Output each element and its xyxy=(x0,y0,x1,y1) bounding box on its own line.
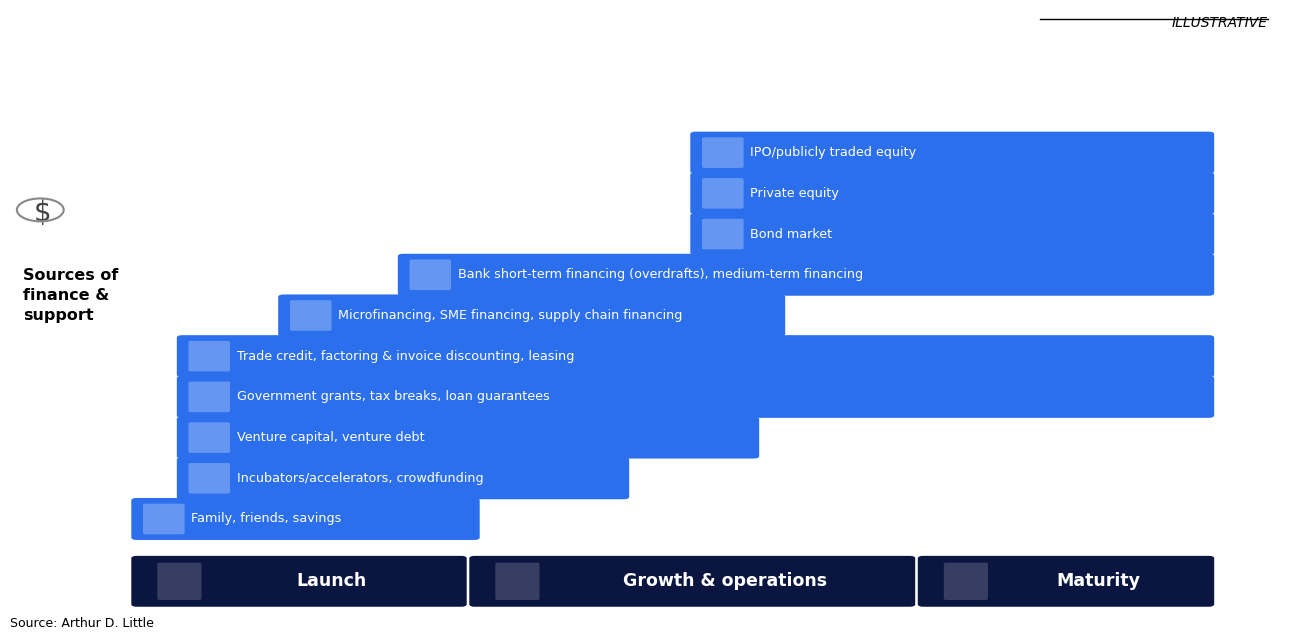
FancyBboxPatch shape xyxy=(918,556,1214,607)
Text: Launch: Launch xyxy=(296,572,367,590)
FancyBboxPatch shape xyxy=(690,132,1214,174)
FancyBboxPatch shape xyxy=(702,219,744,249)
Text: Bank short-term financing (overdrafts), medium-term financing: Bank short-term financing (overdrafts), … xyxy=(458,268,863,281)
FancyBboxPatch shape xyxy=(398,254,1214,296)
Text: Venture capital, venture debt: Venture capital, venture debt xyxy=(237,431,424,444)
Text: Maturity: Maturity xyxy=(1057,572,1140,590)
Text: ILLUSTRATIVE: ILLUSTRATIVE xyxy=(1171,16,1268,30)
Text: Government grants, tax breaks, loan guarantees: Government grants, tax breaks, loan guar… xyxy=(237,391,550,403)
Text: IPO/publicly traded equity: IPO/publicly traded equity xyxy=(750,146,916,159)
Text: Growth & operations: Growth & operations xyxy=(623,572,827,590)
FancyBboxPatch shape xyxy=(177,457,629,499)
FancyBboxPatch shape xyxy=(188,382,230,412)
FancyBboxPatch shape xyxy=(690,213,1214,255)
Text: Sources of
finance &
support: Sources of finance & support xyxy=(23,268,118,323)
FancyBboxPatch shape xyxy=(157,563,202,600)
Text: Private equity: Private equity xyxy=(750,187,838,200)
FancyBboxPatch shape xyxy=(690,172,1214,214)
FancyBboxPatch shape xyxy=(290,300,332,331)
Text: Trade credit, factoring & invoice discounting, leasing: Trade credit, factoring & invoice discou… xyxy=(237,350,575,363)
Text: $: $ xyxy=(34,199,52,227)
Text: Source: Arthur D. Little: Source: Arthur D. Little xyxy=(10,617,155,630)
FancyBboxPatch shape xyxy=(177,335,1214,377)
Text: Bond market: Bond market xyxy=(750,228,832,240)
FancyBboxPatch shape xyxy=(131,556,467,607)
FancyBboxPatch shape xyxy=(143,504,185,534)
FancyBboxPatch shape xyxy=(944,563,988,600)
FancyBboxPatch shape xyxy=(702,178,744,209)
FancyBboxPatch shape xyxy=(188,422,230,453)
Text: Incubators/accelerators, crowdfunding: Incubators/accelerators, crowdfunding xyxy=(237,472,484,485)
FancyBboxPatch shape xyxy=(177,376,1214,418)
FancyBboxPatch shape xyxy=(702,137,744,168)
FancyBboxPatch shape xyxy=(410,259,451,290)
FancyBboxPatch shape xyxy=(188,463,230,494)
Text: Microfinancing, SME financing, supply chain financing: Microfinancing, SME financing, supply ch… xyxy=(338,309,682,322)
FancyBboxPatch shape xyxy=(131,498,480,540)
FancyBboxPatch shape xyxy=(495,563,540,600)
FancyBboxPatch shape xyxy=(188,341,230,371)
FancyBboxPatch shape xyxy=(177,417,759,459)
FancyBboxPatch shape xyxy=(278,294,785,336)
Text: Family, friends, savings: Family, friends, savings xyxy=(191,513,342,525)
FancyBboxPatch shape xyxy=(469,556,915,607)
